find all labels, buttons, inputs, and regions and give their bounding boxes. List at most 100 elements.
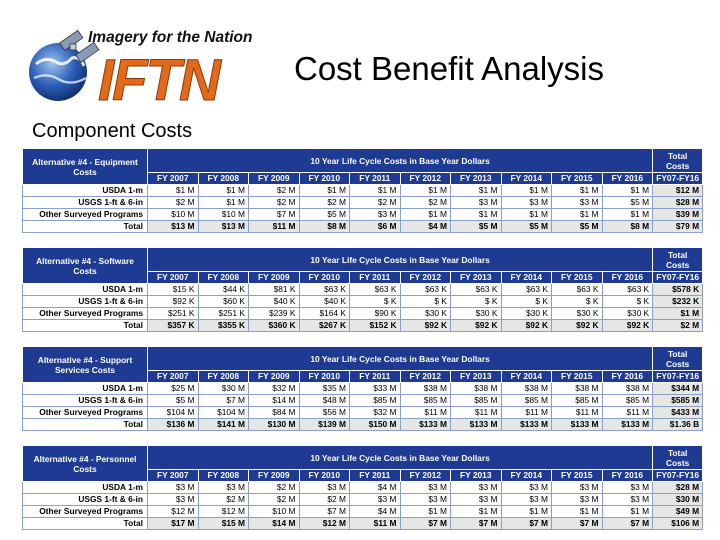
cost-cell: $3 M (551, 493, 603, 506)
table-title: Alternative #4 - Software Costs (22, 247, 148, 284)
cost-cell: $1 M (551, 208, 603, 221)
cost-cell: $141 M (197, 418, 249, 431)
cost-cell: $164 K (298, 307, 350, 320)
cost-cell: $17 M (147, 517, 199, 530)
table-row: Other Surveyed Programs $251 K $251 K $239 … (22, 307, 704, 320)
cost-cell: $3 M (551, 196, 603, 209)
cost-cell: $8 M (601, 220, 654, 233)
cost-cell: $3 M (450, 493, 502, 506)
cost-cell: $63 K (551, 283, 603, 296)
cost-cell: $40 K (248, 295, 300, 308)
row-label: USGS 1-ft & 6-in (22, 394, 148, 407)
software-costs-table: Alternative #4 - Software Costs 10 Year L… (22, 247, 704, 332)
cost-cell: $7 M (601, 517, 654, 530)
cost-cell: $4 M (399, 220, 451, 233)
cost-cell: $1 M (551, 184, 603, 197)
cost-cell: $7 M (248, 208, 300, 221)
cost-cell: $4 M (349, 481, 401, 494)
row-label: Total (22, 517, 148, 530)
cost-cell: $1 M (399, 184, 451, 197)
table-title: Alternative #4 - Support Services Costs (22, 346, 148, 383)
row-label: USDA 1-m (22, 184, 148, 197)
cost-cell: $7 M (551, 517, 603, 530)
cost-cell: $1 M (147, 184, 199, 197)
cost-cell: $84 M (248, 406, 300, 419)
row-label: USGS 1-ft & 6-in (22, 196, 148, 209)
row-label: USDA 1-m (22, 481, 148, 494)
year-header: FY 2009 (248, 469, 300, 482)
cost-cell: $11 M (450, 406, 502, 419)
cost-cell: $33 M (349, 382, 401, 395)
cost-cell: $ K (399, 295, 451, 308)
cost-cell: $5 M (450, 220, 502, 233)
year-header: FY 2011 (349, 469, 401, 482)
cost-cell: $15 K (147, 283, 199, 296)
year-header: FY 2013 (450, 271, 502, 284)
cost-cell: $56 M (298, 406, 350, 419)
cost-cell: $81 K (248, 283, 300, 296)
year-header: FY 2008 (197, 469, 249, 482)
cost-cell: $2 M (298, 493, 350, 506)
table-row: USGS 1-ft & 6-in $2 M $1 M $2 M $2 M $2 M $2 M… (22, 196, 704, 209)
svg-text:IFTN: IFTN (98, 48, 222, 106)
cost-cell: $357 K (147, 319, 199, 332)
cost-cell: $13 M (197, 220, 249, 233)
total-cell: $30 M (652, 493, 704, 506)
cost-cell: $12 M (298, 517, 350, 530)
cost-cell: $1 M (197, 196, 249, 209)
cost-cell: $3 M (147, 493, 199, 506)
cost-cell: $1 M (500, 184, 552, 197)
cost-cell: $2 M (147, 196, 199, 209)
cost-cell: $ K (500, 295, 552, 308)
total-cell: $28 M (652, 481, 704, 494)
cost-cell: $2 M (298, 196, 350, 209)
cost-cell: $139 M (298, 418, 350, 431)
row-label: Other Surveyed Programs (22, 307, 148, 320)
year-header: FY 2008 (197, 172, 249, 185)
cost-cell: $25 M (147, 382, 199, 395)
cost-cell: $3 M (298, 481, 350, 494)
cost-cell: $92 K (147, 295, 199, 308)
cost-cell: $85 M (349, 394, 401, 407)
total-range-header: FY07-FY16 (652, 172, 704, 185)
cost-cell: $2 M (248, 196, 300, 209)
cost-cell: $11 M (399, 406, 451, 419)
personnel-costs-table: Alternative #4 - Personnel Costs 10 Year … (22, 445, 704, 530)
cost-cell: $90 K (349, 307, 401, 320)
cost-cell: $5 M (601, 196, 654, 209)
table-title: Alternative #4 - Personnel Costs (22, 445, 148, 482)
total-cell: $28 M (652, 196, 704, 209)
cost-cell: $152 K (349, 319, 401, 332)
year-header: FY 2012 (399, 469, 451, 482)
total-range-header: FY07-FY16 (652, 370, 704, 383)
cost-cell: $7 M (450, 517, 502, 530)
cost-cell: $1 M (399, 505, 451, 518)
cost-cell: $251 K (197, 307, 249, 320)
cost-cell: $267 K (298, 319, 350, 332)
table-row: USDA 1-m $15 K $44 K $81 K $63 K $63 K $63 K $6… (22, 283, 704, 296)
year-header: FY 2016 (601, 271, 654, 284)
year-header: FY 2015 (551, 469, 603, 482)
cost-cell: $1 M (450, 184, 502, 197)
year-header: FY 2008 (197, 271, 249, 284)
total-cell: $1.36 B (652, 418, 704, 431)
total-header: Total Costs (652, 346, 704, 371)
cost-cell: $63 K (349, 283, 401, 296)
cost-cell: $104 M (197, 406, 249, 419)
cost-cell: $1 M (500, 505, 552, 518)
cost-cell: $2 M (399, 196, 451, 209)
cost-cell: $38 M (500, 382, 552, 395)
globe-icon (29, 43, 87, 101)
row-label: Other Surveyed Programs (22, 505, 148, 518)
cost-cell: $85 M (500, 394, 552, 407)
year-header: FY 2014 (500, 271, 552, 284)
cost-cell: $10 M (147, 208, 199, 221)
total-cell: $39 M (652, 208, 704, 221)
year-header: FY 2010 (298, 370, 350, 383)
cost-cell: $3 M (147, 481, 199, 494)
cost-cell: $ K (601, 295, 654, 308)
table-row: Other Surveyed Programs $104 M $104 M $84 M… (22, 406, 704, 419)
cost-cell: $355 K (197, 319, 249, 332)
row-label: USGS 1-ft & 6-in (22, 493, 148, 506)
cost-cell: $3 M (349, 493, 401, 506)
